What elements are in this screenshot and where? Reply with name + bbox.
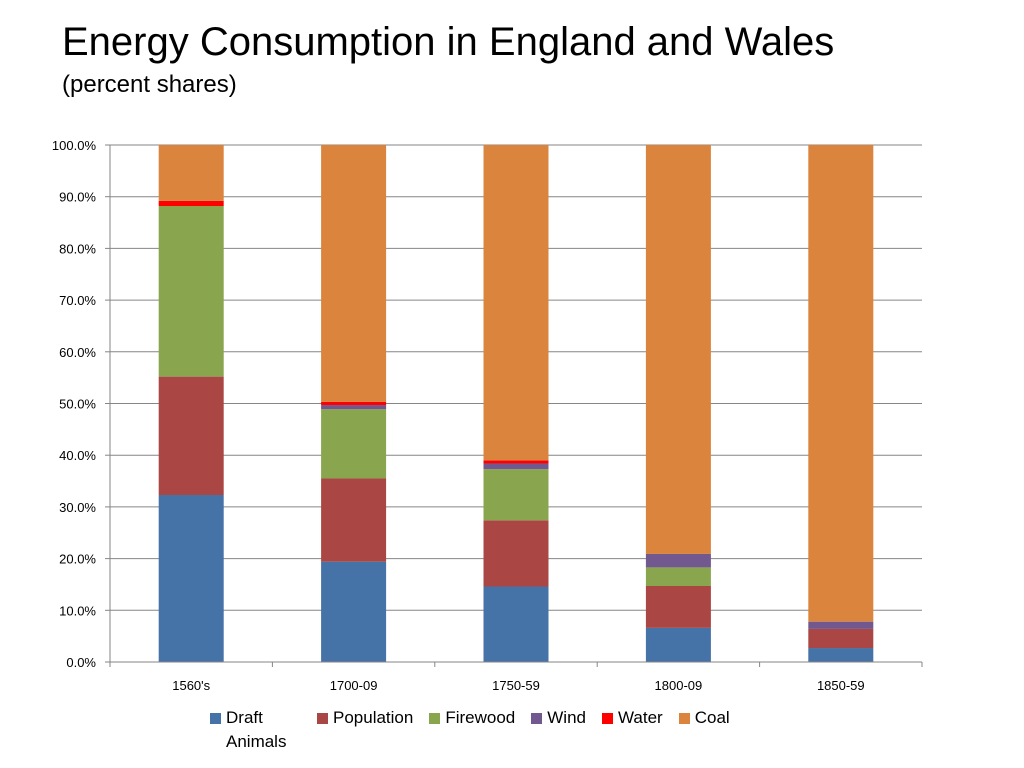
bar-segment — [158, 145, 224, 201]
bar-segment — [645, 586, 711, 628]
legend-label: Population — [333, 708, 414, 727]
legend-label: Coal — [694, 708, 730, 727]
legend-label: Water — [618, 708, 663, 727]
bar-segment — [808, 648, 874, 662]
y-tick-label: 90.0% — [59, 190, 96, 205]
bar-segment — [483, 469, 549, 521]
bar-segment — [321, 561, 387, 662]
legend-label: Wind — [547, 708, 586, 727]
y-tick-label: 50.0% — [59, 397, 96, 412]
x-tick-label: 1750-59 — [492, 678, 540, 693]
bar-segment — [321, 401, 387, 406]
bar-segment — [483, 460, 549, 464]
legend-swatch — [678, 713, 690, 724]
legend-item: Coal — [678, 706, 730, 762]
bar-segment — [645, 567, 711, 587]
tick-labels: 0.0% 10.0% 20.0% 30.0% 40.0% 50.0% 60.0% 70.0% 8… — [52, 138, 865, 693]
chart-subtitle: (percent shares) — [62, 71, 237, 98]
y-tick-label: 80.0% — [59, 241, 96, 256]
bar-segment — [158, 495, 224, 662]
y-tick-label: 20.0% — [59, 552, 96, 567]
bar-segment — [483, 145, 549, 461]
bar-segment — [808, 628, 874, 649]
x-tick-label: 1700-09 — [330, 678, 378, 693]
legend-item: Wind — [531, 706, 586, 762]
bar-segment — [645, 145, 711, 554]
bar-segment — [321, 405, 387, 410]
stacked-bar-chart: 0.0% 10.0% 20.0% 30.0% 40.0% 50.0% 60.0% 70.0% 8… — [52, 138, 923, 693]
legend-swatch — [602, 713, 613, 724]
legend-item: Water — [602, 706, 663, 762]
bars — [158, 145, 874, 662]
legend-swatch — [429, 713, 441, 724]
bar-segment — [158, 376, 224, 496]
bar-segment — [321, 409, 387, 479]
bar-segment — [158, 200, 224, 207]
bar-segment — [321, 145, 387, 402]
bar-segment — [808, 145, 874, 622]
legend-swatch — [531, 713, 543, 724]
bar-segment — [321, 478, 387, 562]
axes — [105, 144, 923, 667]
bar-segment — [645, 553, 711, 568]
legend-label: Firewood — [445, 708, 516, 727]
bar-segment — [483, 463, 549, 470]
legend-swatch — [317, 713, 328, 724]
bar-segment — [808, 621, 874, 629]
bar-segment — [483, 520, 549, 587]
y-tick-label: 100.0% — [52, 138, 97, 153]
y-tick-label: 0.0% — [66, 655, 96, 670]
y-tick-label: 70.0% — [59, 293, 96, 308]
y-tick-label: 40.0% — [59, 448, 96, 463]
y-tick-label: 30.0% — [59, 500, 96, 515]
legend-item: Population — [317, 706, 413, 762]
legend-item: Draft Animals — [210, 706, 301, 762]
x-tick-label: 1560's — [172, 678, 210, 693]
y-tick-label: 10.0% — [59, 603, 96, 618]
x-tick-label: 1800-09 — [655, 678, 703, 693]
legend-label: Draft Animals — [226, 708, 287, 751]
legend-item: Firewood — [429, 706, 515, 762]
bar-segment — [158, 206, 224, 377]
bar-segment — [483, 586, 549, 662]
bar-segment — [645, 627, 711, 662]
x-tick-label: 1850-59 — [817, 678, 865, 693]
chart-title: Energy Consumption in England and Wales — [62, 20, 835, 64]
legend-swatch — [210, 713, 221, 724]
y-tick-label: 60.0% — [59, 345, 96, 360]
chart-legend: Draft Animals Population Firewood Wind Water… — [210, 706, 746, 762]
